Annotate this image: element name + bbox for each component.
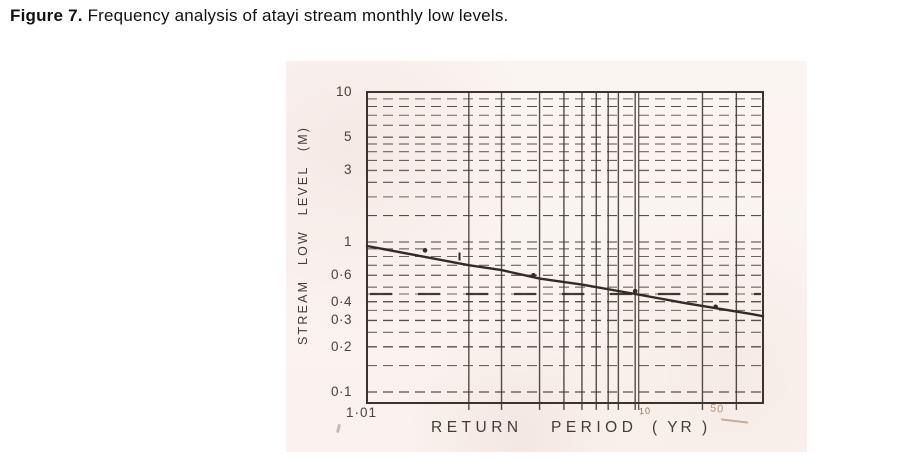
caption-label: Figure 7. — [10, 6, 83, 25]
x-axis-title-return: RETURN — [431, 419, 523, 436]
y-tick-label: 0·1 — [330, 383, 352, 399]
y-tick-label: 1 — [343, 233, 352, 249]
x-axis-title-yr: ( YR ) — [652, 419, 711, 436]
y-tick-label: 0·6 — [330, 267, 352, 283]
fitted-line — [365, 244, 765, 318]
y-tick-label: 10 — [335, 83, 352, 99]
y-tick-label: 0·2 — [330, 338, 352, 354]
x-tick-label-1-01: 1·01 — [346, 405, 378, 420]
figure-caption: Figure 7. Frequency analysis of atayi st… — [10, 6, 508, 26]
caption-text: Frequency analysis of atayi stream month… — [82, 6, 509, 25]
y-tick-label: 3 — [343, 162, 352, 178]
y-tick-label: 5 — [343, 128, 352, 144]
y-tick-labels: 10 5 3 1 0·6 0·4 0·3 0·2 0·1 — [300, 0, 358, 460]
observed-point — [632, 288, 638, 294]
frequency-chart — [365, 91, 765, 410]
y-tick-label: 0·4 — [330, 293, 352, 309]
plot-frame — [366, 91, 764, 404]
x-tick-label-10: 10 — [638, 405, 652, 417]
observed-point — [422, 248, 428, 253]
observed-point — [713, 304, 718, 310]
observed-point — [531, 272, 536, 278]
y-tick-label: 0·3 — [330, 312, 352, 328]
scan-region — [286, 61, 807, 452]
x-axis-title-period: PERIOD — [551, 419, 638, 436]
x-tick-label-50: 50 — [709, 402, 725, 416]
